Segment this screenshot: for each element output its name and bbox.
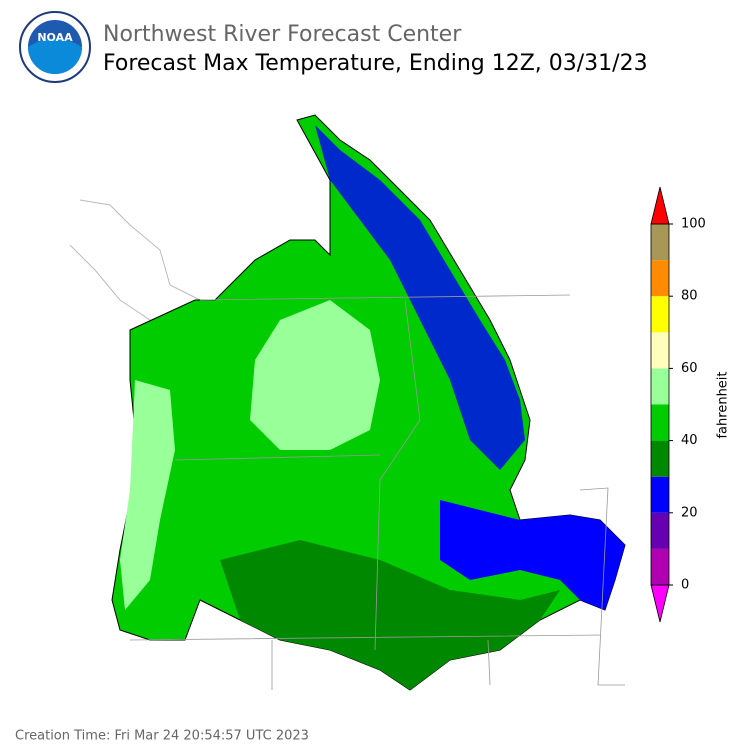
colorbar-tick-label: 60 <box>681 361 698 376</box>
colorbar-over <box>650 186 670 225</box>
title: Forecast Max Temperature, Ending 12Z, 03… <box>103 51 648 76</box>
colorbar-bin <box>651 260 669 297</box>
colorbar-tick-label: 100 <box>681 217 706 232</box>
logo-text: NOAA <box>37 31 73 44</box>
creation-time: Creation Time: Fri Mar 24 20:54:57 UTC 2… <box>15 729 309 744</box>
colorbar-bin <box>651 476 669 513</box>
warm-central <box>250 300 380 450</box>
colorbar-tick-label: 80 <box>681 289 698 304</box>
colorbar-bin <box>651 368 669 405</box>
colorbar-bin <box>651 332 669 369</box>
mild-south <box>220 540 560 690</box>
colorbar-bin <box>651 512 669 549</box>
warm-coast <box>120 380 175 610</box>
colorbar-tick-label: 40 <box>681 433 698 448</box>
colorbar-bin <box>651 404 669 441</box>
colorbar-bin <box>651 440 669 477</box>
colorbar-bin <box>651 548 669 585</box>
colorbar: 0 20 40 60 80 100 <box>650 186 706 623</box>
noaa-logo: NOAA <box>19 11 91 83</box>
colorbar-frame <box>650 223 670 586</box>
map <box>69 114 626 691</box>
colorbar-tick-label: 20 <box>681 505 698 520</box>
colorbar-label: fahrenheit <box>716 371 731 438</box>
cold-north <box>315 125 525 470</box>
cold-southeast <box>440 500 625 610</box>
colorbar-bin <box>651 224 669 261</box>
colorbar-tick-label: 0 <box>681 578 689 593</box>
colorbar-under <box>650 584 670 623</box>
organization: Northwest River Forecast Center <box>103 22 462 47</box>
colorbar-bin <box>651 296 669 333</box>
